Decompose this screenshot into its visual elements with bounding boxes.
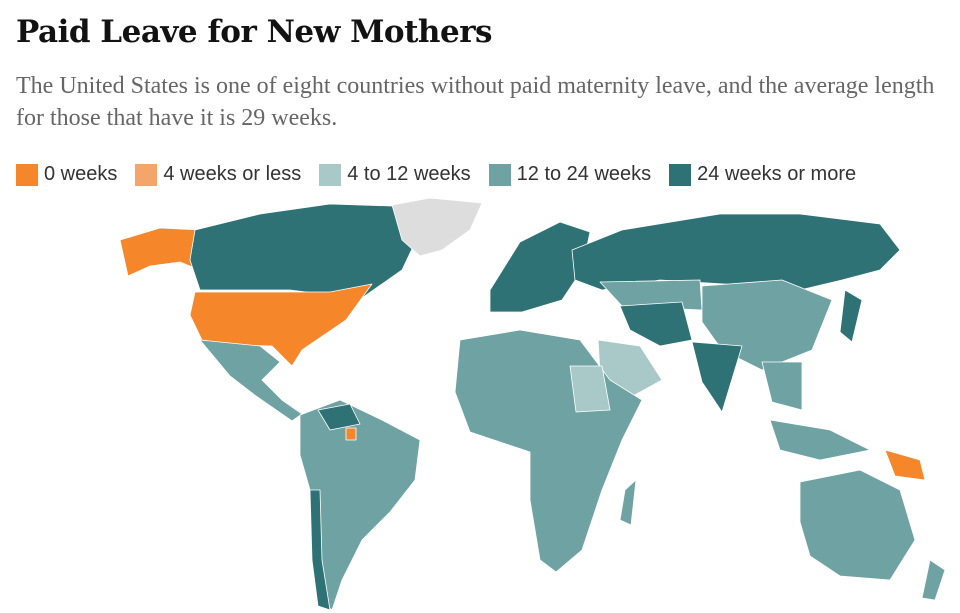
legend-item-4-weeks-or-less: 4 weeks or less [135,163,301,186]
legend-swatch [319,163,342,186]
region-japan [839,289,863,343]
legend-label: 4 weeks or less [163,163,302,185]
region-indonesia [769,419,871,461]
region-russia [571,213,901,291]
region-new-zealand [921,559,946,601]
legend-swatch [669,163,692,186]
region-usa [189,283,373,367]
region-iran [619,301,693,347]
region-madagascar [619,479,637,526]
region-mexico-central-america [199,339,303,422]
legend-item-24-weeks-or-more: 24 weeks or more [669,163,856,186]
region-india [691,341,743,413]
region-greenland [391,197,483,257]
legend-swatch [135,163,158,186]
legend-swatch [488,163,511,186]
page-subtitle: The United States is one of eight countr… [16,73,935,131]
region-canada [189,203,421,299]
legend: 0 weeks 4 weeks or less 4 to 12 weeks 12… [16,163,856,186]
region-suriname [345,427,357,441]
legend-item-12-to-24-weeks: 12 to 24 weeks [488,163,652,186]
legend-label: 24 weeks or more [697,163,857,185]
region-venezuela [317,403,361,431]
legend-label: 12 to 24 weeks [516,163,652,185]
page-title: Paid Leave for New Mothers [16,14,492,50]
legend-label: 0 weeks [44,163,118,185]
legend-item-4-to-12-weeks: 4 to 12 weeks [319,163,471,186]
region-southeast-asia [761,361,803,411]
legend-swatch [16,163,38,186]
legend-label: 4 to 12 weeks [347,163,471,185]
region-chile [309,489,331,611]
region-papua-new-guinea [884,449,926,481]
region-sudan [569,365,611,413]
region-australia [799,469,916,581]
legend-item-0-weeks: 0 weeks [16,163,117,186]
